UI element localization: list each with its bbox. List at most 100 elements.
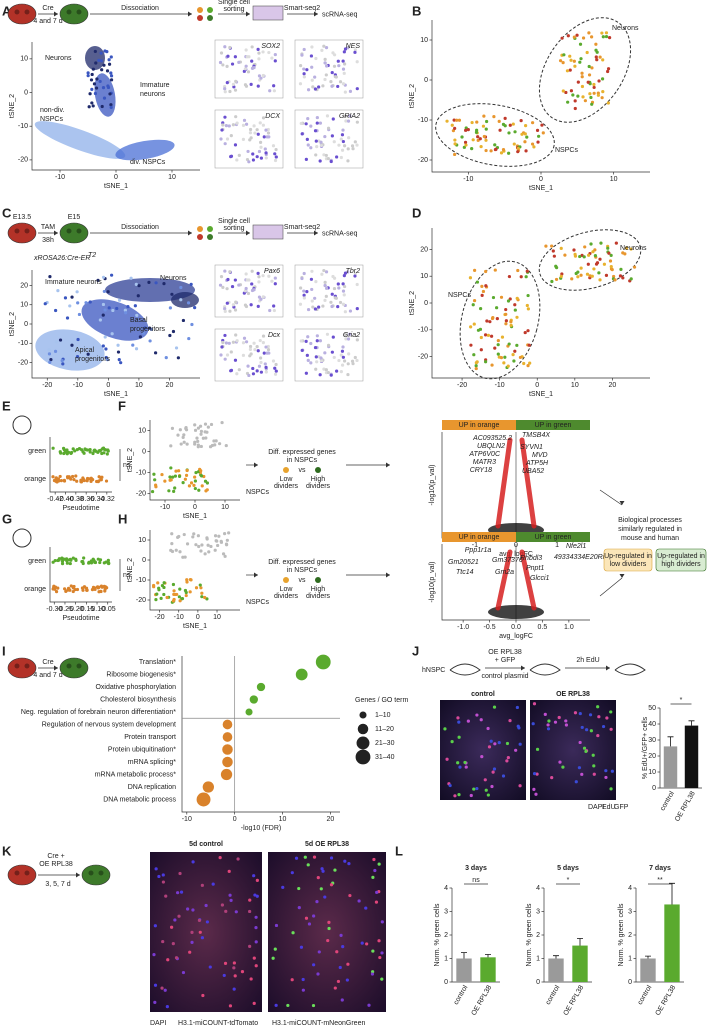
cell-dot bbox=[552, 254, 556, 258]
cell-dot bbox=[90, 87, 94, 91]
cell-dot bbox=[223, 115, 227, 119]
label: high dividers bbox=[661, 561, 701, 568]
cell-dot bbox=[604, 273, 609, 277]
cell-icon bbox=[207, 226, 213, 232]
cell-dot bbox=[197, 488, 201, 492]
cell-dot bbox=[83, 447, 87, 451]
label: dividers bbox=[306, 483, 331, 490]
cell-dot bbox=[272, 89, 276, 93]
cell-dot bbox=[168, 333, 172, 338]
cell-dot bbox=[61, 362, 65, 366]
cell-dot bbox=[218, 283, 223, 287]
cell-dot bbox=[169, 444, 173, 448]
label: NSPCs bbox=[246, 599, 269, 606]
cell-dot bbox=[468, 276, 473, 280]
cell-dot bbox=[568, 68, 572, 72]
cell-dot bbox=[250, 269, 254, 273]
cell-dot bbox=[176, 356, 180, 360]
cell-dot bbox=[131, 343, 135, 347]
icon-detail bbox=[14, 228, 20, 234]
cell-dot bbox=[147, 280, 151, 284]
cell-dot bbox=[110, 332, 114, 336]
brain-icon bbox=[59, 3, 89, 25]
label: UP in green bbox=[535, 534, 572, 541]
cell-dot bbox=[133, 304, 137, 308]
cell-dot bbox=[509, 320, 513, 324]
y-axis-label: tSNE_2 bbox=[127, 448, 134, 472]
cell-dot bbox=[306, 335, 310, 339]
x-tick-label: -1.0 bbox=[457, 624, 469, 631]
cell-dot bbox=[225, 538, 229, 542]
x-tick-label: control bbox=[637, 984, 654, 1006]
cell-dot bbox=[324, 294, 328, 298]
cell-dot bbox=[319, 144, 324, 148]
cell-dot bbox=[582, 746, 587, 750]
cell-dot bbox=[315, 121, 319, 125]
cell-dot bbox=[194, 586, 199, 590]
cell-dot bbox=[163, 988, 167, 992]
cell-dot bbox=[99, 584, 104, 588]
cell-dot bbox=[604, 775, 608, 780]
chart-title: 7 days bbox=[649, 865, 671, 872]
y-tick-label: -20 bbox=[18, 359, 28, 366]
cell-dot bbox=[589, 35, 594, 39]
cell-dot bbox=[92, 82, 97, 86]
cell-dot bbox=[559, 274, 563, 278]
cell-dot bbox=[88, 300, 92, 304]
cell-dot bbox=[255, 878, 259, 882]
line bbox=[599, 577, 623, 597]
cell-dot bbox=[199, 586, 203, 590]
cell-dot bbox=[256, 84, 260, 88]
cell-dot bbox=[273, 152, 277, 156]
cell-dot bbox=[174, 956, 179, 960]
cell-dot bbox=[91, 104, 95, 108]
y-tick-label: 4 bbox=[628, 885, 632, 892]
label: TAM bbox=[41, 224, 55, 231]
cell-dot bbox=[255, 345, 259, 349]
cell-dot bbox=[495, 306, 499, 310]
label: EdU bbox=[602, 804, 616, 811]
cell-dot bbox=[204, 436, 208, 440]
cell-dot bbox=[460, 135, 464, 139]
cell-dot bbox=[143, 326, 147, 330]
cell-dot bbox=[248, 127, 253, 132]
error-bar bbox=[645, 955, 651, 959]
cell-dot bbox=[266, 131, 271, 135]
x-axis-label: tSNE_1 bbox=[104, 391, 128, 398]
cell-dot bbox=[91, 451, 95, 456]
arrow-head bbox=[314, 11, 318, 17]
cell-dot bbox=[256, 304, 260, 308]
cell-dot bbox=[324, 153, 328, 158]
cell-dot bbox=[237, 368, 241, 372]
term-label: Cholesterol biosynthesis bbox=[100, 696, 176, 703]
cell-dot bbox=[273, 282, 277, 286]
cell-dot bbox=[496, 338, 500, 343]
cell-dot bbox=[220, 903, 224, 907]
label: Up-regulated in bbox=[604, 553, 652, 560]
x-tick-label: -10 bbox=[55, 174, 65, 181]
cell-dot bbox=[251, 366, 255, 371]
y-tick-label: -10 bbox=[136, 577, 146, 584]
cell-dot bbox=[123, 308, 127, 312]
cell-dot bbox=[86, 352, 90, 356]
y-axis-label: tSNE_2 bbox=[409, 84, 416, 108]
cell-dot bbox=[268, 308, 272, 313]
cell-dot bbox=[566, 34, 570, 38]
cell-dot bbox=[462, 145, 466, 149]
cell-dot bbox=[109, 55, 113, 59]
label: mouse and human bbox=[621, 535, 679, 542]
cell-dot bbox=[170, 532, 174, 536]
cell-dot bbox=[117, 298, 122, 302]
icon-detail bbox=[24, 870, 30, 876]
cell-dot bbox=[156, 581, 160, 585]
brain-icon bbox=[7, 3, 37, 25]
cell-dot bbox=[258, 338, 262, 343]
icon-detail bbox=[14, 870, 20, 876]
cell-dot bbox=[228, 309, 232, 313]
cell-dot bbox=[457, 793, 461, 797]
x-tick-label: -10 bbox=[160, 504, 170, 511]
label: + GFP bbox=[495, 657, 516, 664]
label: dividers bbox=[274, 593, 299, 600]
cell-dot bbox=[576, 94, 580, 98]
cell-dot bbox=[587, 73, 592, 77]
